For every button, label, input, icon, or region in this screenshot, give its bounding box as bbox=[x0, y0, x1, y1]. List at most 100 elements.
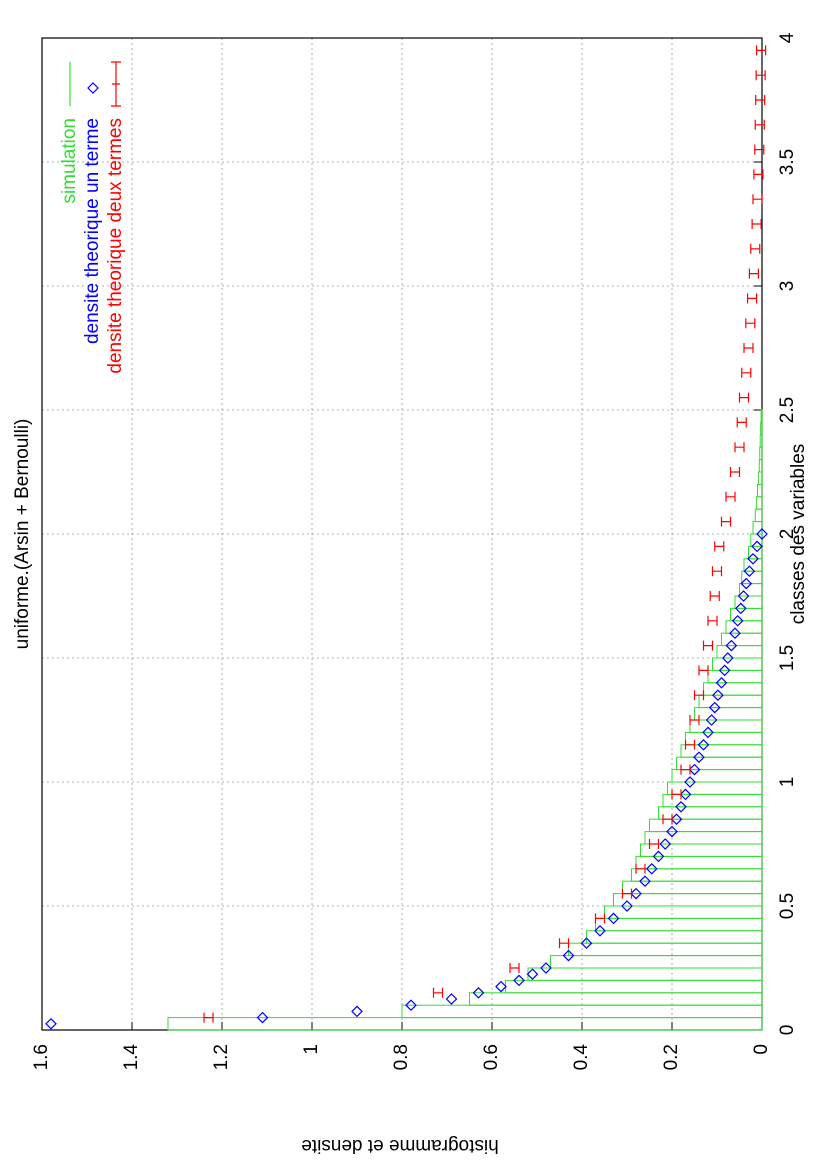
error-bar bbox=[671, 789, 682, 800]
legend-label: densite theorique deux termes bbox=[105, 118, 126, 374]
error-bar bbox=[750, 243, 761, 254]
diamond-point bbox=[445, 993, 458, 1005]
x-tick-label: 4 bbox=[777, 32, 798, 43]
histogram-bar bbox=[752, 521, 763, 535]
error-bar bbox=[714, 541, 725, 552]
histogram-bar bbox=[760, 409, 763, 423]
error-bar bbox=[748, 268, 759, 279]
diamond-point bbox=[729, 627, 741, 640]
error-bar bbox=[738, 392, 750, 403]
x-axis-label: classes des variables bbox=[788, 444, 809, 625]
y-tick-label: 0.6 bbox=[481, 1044, 502, 1070]
error-bar bbox=[725, 491, 736, 502]
error-bar bbox=[755, 95, 766, 105]
histogram-bar bbox=[759, 434, 763, 448]
diamond-point bbox=[688, 763, 701, 776]
histogram-bar bbox=[469, 992, 763, 1006]
legend-label: densite theorique un terme bbox=[82, 118, 103, 344]
diamond-point bbox=[684, 776, 696, 788]
diamond-point bbox=[747, 552, 759, 565]
histogram-bar bbox=[676, 756, 763, 771]
error-bar bbox=[711, 566, 723, 577]
x-tick-label: 1.5 bbox=[777, 645, 798, 671]
error-bar bbox=[693, 690, 705, 701]
diamond-point bbox=[725, 639, 738, 652]
diamond-point bbox=[621, 900, 633, 912]
diamond-point bbox=[513, 974, 525, 987]
diamond-point bbox=[740, 577, 753, 590]
error-bar bbox=[754, 144, 765, 155]
histogram-bar bbox=[716, 645, 763, 659]
histogram-bar bbox=[758, 459, 763, 473]
diamond-point bbox=[652, 850, 665, 863]
error-bar bbox=[745, 318, 756, 329]
diamond-point bbox=[670, 813, 683, 826]
error-bar bbox=[702, 640, 714, 651]
x-tick-label: 1 bbox=[777, 777, 798, 788]
diamond-point bbox=[702, 726, 714, 739]
diamond-point bbox=[526, 968, 539, 981]
histogram-bar bbox=[167, 1017, 763, 1031]
y-tick-label: 0 bbox=[751, 1044, 772, 1055]
diamond-point bbox=[562, 949, 575, 962]
diamond-point bbox=[580, 937, 593, 950]
diamond-point bbox=[718, 664, 731, 677]
histogram-bar bbox=[631, 868, 763, 882]
error-bar bbox=[734, 442, 745, 453]
error-bar bbox=[684, 739, 696, 750]
error-bar bbox=[709, 591, 720, 601]
error-bar bbox=[689, 715, 700, 725]
error-bar bbox=[743, 343, 754, 353]
histogram-bar bbox=[759, 446, 763, 461]
error-bar bbox=[558, 938, 570, 949]
error-bar bbox=[648, 839, 660, 849]
histogram-bar bbox=[685, 731, 763, 746]
diamond-point bbox=[751, 540, 763, 553]
diamond-point bbox=[756, 528, 768, 540]
diamond-point bbox=[351, 1005, 363, 1018]
y-tick-label: 0.8 bbox=[391, 1044, 412, 1070]
diamond-point bbox=[495, 980, 507, 993]
histogram-bar bbox=[649, 818, 763, 833]
histogram-bar bbox=[505, 979, 763, 994]
diamond-point bbox=[705, 714, 718, 726]
histogram-bar bbox=[694, 707, 763, 721]
diamond-point bbox=[693, 751, 705, 764]
diamond-point bbox=[256, 1011, 269, 1024]
error-bar bbox=[203, 1012, 214, 1023]
y-tick-label: 1 bbox=[301, 1044, 322, 1055]
error-bar bbox=[509, 963, 520, 973]
diamond-point bbox=[645, 862, 658, 875]
diamond-point bbox=[540, 962, 552, 974]
histogram-bar bbox=[401, 1004, 763, 1019]
histogram-bar bbox=[586, 930, 763, 944]
chart-title: uniforme.(Arsin + Bernoulli) bbox=[12, 419, 33, 650]
error-bar bbox=[729, 467, 741, 477]
y-tick-label: 0.4 bbox=[571, 1044, 592, 1071]
diamond-point bbox=[708, 701, 721, 714]
error-bar bbox=[698, 665, 709, 676]
histogram-bar bbox=[595, 917, 763, 932]
diamond-point bbox=[731, 614, 744, 627]
legend-swatch bbox=[87, 82, 99, 94]
histogram-bar bbox=[707, 669, 763, 684]
histogram-bar bbox=[680, 744, 763, 758]
histogram-bar bbox=[604, 905, 763, 919]
diamond-point bbox=[666, 825, 678, 838]
diamond-point bbox=[735, 602, 747, 615]
diamond-point bbox=[675, 800, 687, 813]
x-tick-label: 3 bbox=[777, 281, 798, 292]
error-bar bbox=[594, 913, 606, 924]
histogram-bar bbox=[712, 657, 763, 671]
error-bar bbox=[621, 888, 633, 899]
histogram-bar bbox=[622, 880, 763, 895]
diamond-point bbox=[721, 652, 734, 664]
diamond-point bbox=[472, 986, 485, 999]
diamond-point bbox=[659, 838, 672, 850]
error-bar bbox=[741, 367, 752, 378]
x-tick-label: 3.5 bbox=[777, 149, 798, 175]
y-tick-label: 0.2 bbox=[661, 1044, 682, 1070]
histogram-bar bbox=[671, 769, 763, 783]
diamond-point bbox=[607, 912, 620, 925]
legend-swatch bbox=[111, 61, 121, 107]
